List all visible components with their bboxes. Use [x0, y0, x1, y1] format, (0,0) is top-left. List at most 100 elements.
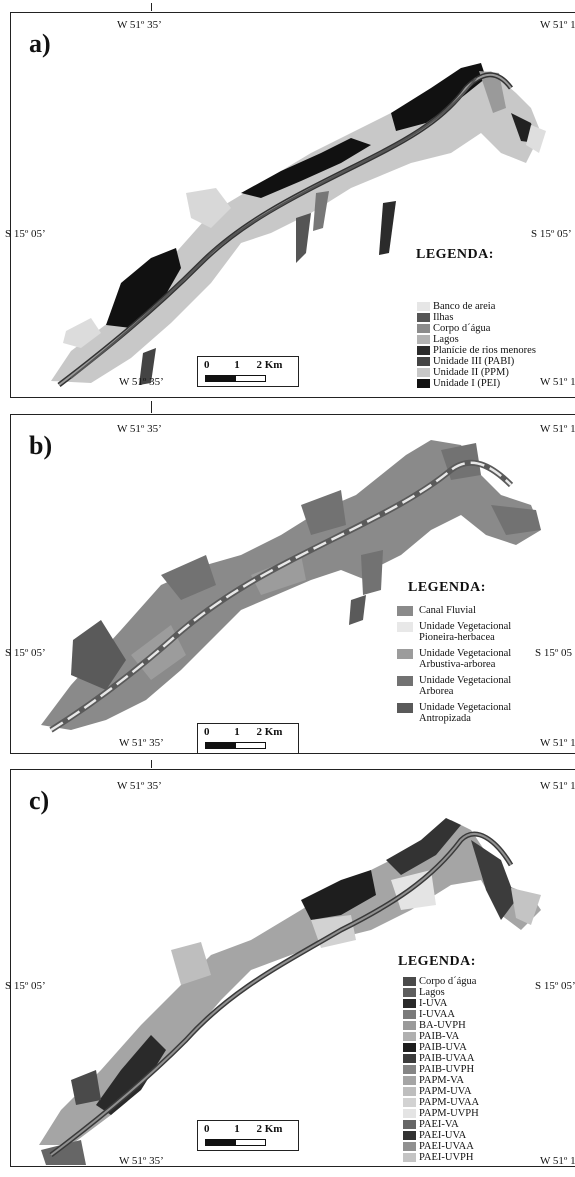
legend-label: PAPM-UVA	[419, 1086, 472, 1098]
legend-label: PAIB-VA	[419, 1031, 460, 1043]
legend-label: PAEI-UVPH	[419, 1152, 474, 1164]
scale-bar: 0 1 2 Km	[197, 356, 299, 387]
scale-zero: 0	[204, 726, 210, 738]
legend-item: PAEI-VA	[403, 1119, 479, 1130]
legend-label: Corpo d´água	[433, 323, 491, 335]
scale-zero: 0	[204, 1123, 210, 1135]
legend-item: Unidade III (PABI)	[417, 356, 536, 367]
coord-bottom-center: W 51º 35’	[119, 737, 164, 749]
coord-left: S 15º 05’	[5, 647, 46, 659]
legend-swatch	[417, 357, 430, 367]
scale-bar-labels: 0 1 2 Km	[204, 359, 282, 371]
legend-swatch	[403, 1120, 416, 1130]
scale-two-km: 2 Km	[256, 359, 283, 371]
map-panel-a: a) W 51º 35’ W 51º 1 S 15º 05’ S 15º 05’…	[5, 3, 575, 398]
coord-top-right: W 51º 1	[540, 780, 575, 792]
legend-label: Lagos	[433, 334, 459, 346]
legend-label: Ilhas	[433, 312, 454, 324]
legend-item: Corpo d´água	[403, 976, 479, 987]
legend-title: LEGENDA:	[416, 247, 494, 262]
legend-swatch	[403, 1098, 416, 1108]
legend-swatch	[417, 368, 430, 378]
scale-segment-black	[205, 375, 235, 382]
coord-bottom-center: W 51º 35’	[119, 1155, 164, 1167]
legend-swatch	[403, 1010, 416, 1020]
panel-label: b)	[29, 431, 53, 460]
legend-label: PAPM-VA	[419, 1075, 464, 1087]
legend-item: Unidade Vegetacional Pioneira-herbacea	[397, 621, 547, 643]
legend-swatch	[417, 302, 430, 311]
scale-one: 1	[234, 726, 240, 738]
legend-item: PAPM-VA	[403, 1075, 479, 1086]
legend-item: Unidade Vegetacional Arbustiva-arborea	[397, 648, 547, 670]
coord-top-center: W 51º 35’	[117, 423, 162, 435]
scale-bar: 0 1 2 Km	[197, 1120, 299, 1151]
legend-label: Corpo d´água	[419, 976, 477, 987]
legend-item: PAIB-UVA	[403, 1042, 479, 1053]
legend-swatch	[403, 1131, 416, 1141]
legend-swatch	[397, 676, 413, 687]
legend-item: Unidade II (PPM)	[417, 367, 536, 378]
legend-label: PAIB-UVA	[419, 1042, 467, 1054]
legend-label: PAEI-UVAA	[419, 1141, 474, 1153]
legend-label: Lagos	[419, 987, 445, 999]
legend-label: Unidade II (PPM)	[433, 367, 509, 379]
legend-item: BA-UVPH	[403, 1020, 479, 1031]
legend-item: Lagos	[417, 334, 536, 345]
legend-swatch	[403, 1109, 416, 1119]
legend-item: Unidade Vegetacional Antropizada	[397, 702, 547, 724]
tick-mark	[151, 760, 152, 768]
legend-item: PAEI-UVPH	[403, 1152, 479, 1163]
legend-swatch	[403, 1054, 416, 1064]
legend-item: Lagos	[403, 987, 479, 998]
legend-swatch	[403, 988, 416, 998]
legend-label: Unidade Vegetacional Arborea	[419, 675, 512, 698]
coord-bottom-right: W 51º 1	[540, 737, 575, 749]
panel-label: c)	[29, 786, 50, 815]
legend-label: PAEI-VA	[419, 1119, 459, 1131]
legend-item: PAIB-UVPH	[403, 1064, 479, 1075]
legend-label: PAPM-UVPH	[419, 1108, 479, 1120]
coord-right: S 15º 05	[535, 647, 573, 659]
legend-swatch	[417, 335, 430, 345]
legend-label: Unidade Vegetacional Antropizada	[419, 702, 512, 725]
legend-label: Unidade Vegetacional Pioneira-herbacea	[419, 621, 512, 644]
coord-bottom-right: W 51º 1	[540, 1155, 575, 1167]
legend-swatch	[403, 1032, 416, 1042]
legend-swatch	[403, 999, 416, 1009]
legend-label: PAEI-UVA	[419, 1130, 467, 1142]
scale-one: 1	[234, 359, 240, 371]
legend-item: Planície de rios menores	[417, 345, 536, 356]
legend-b: Canal Fluvial Unidade Vegetacional Pionei…	[397, 605, 547, 729]
scale-segment-black	[205, 742, 235, 749]
scale-segment-white	[235, 742, 266, 749]
legend-swatch	[403, 1043, 416, 1053]
legend-label: PAIB-UVPH	[419, 1064, 475, 1076]
legend-label: PAIB-UVAA	[419, 1053, 475, 1065]
legend-item: PAPM-UVPH	[403, 1108, 479, 1119]
legend-a: Banco de areia Ilhas Corpo d´água Lagos Plan…	[417, 301, 536, 389]
scale-segment-black	[205, 1139, 235, 1146]
coord-top-right: W 51º 1	[540, 19, 575, 31]
legend-swatch	[403, 1142, 416, 1152]
scale-one: 1	[234, 1123, 240, 1135]
legend-item: PAPM-UVAA	[403, 1097, 479, 1108]
legend-swatch	[403, 1076, 416, 1086]
map-panel-b: b) W 51º 35’ W 51º 1 S 15º 05’ S 15º 05 …	[5, 401, 575, 754]
legend-item: Corpo d´água	[417, 323, 536, 334]
legend-swatch	[417, 313, 430, 323]
legend-swatch	[417, 324, 430, 334]
map-a-river-units	[51, 63, 546, 387]
legend-c: Corpo d´água Lagos I-UVA I-UVAA BA-UVPH PAIB-…	[403, 976, 479, 1163]
legend-label: PAPM-UVAA	[419, 1097, 480, 1109]
legend-item: Unidade I (PEI)	[417, 378, 536, 389]
legend-label: Unidade I (PEI)	[433, 378, 501, 390]
coord-bottom-right: W 51º 1	[540, 376, 575, 388]
scale-bar-labels: 0 1 2 Km	[204, 726, 282, 738]
legend-item: I-UVAA	[403, 1009, 479, 1020]
legend-swatch	[417, 379, 430, 389]
legend-swatch	[397, 622, 413, 633]
legend-item: PAEI-UVA	[403, 1130, 479, 1141]
legend-label: I-UVA	[419, 998, 448, 1010]
legend-label: BA-UVPH	[419, 1020, 466, 1032]
